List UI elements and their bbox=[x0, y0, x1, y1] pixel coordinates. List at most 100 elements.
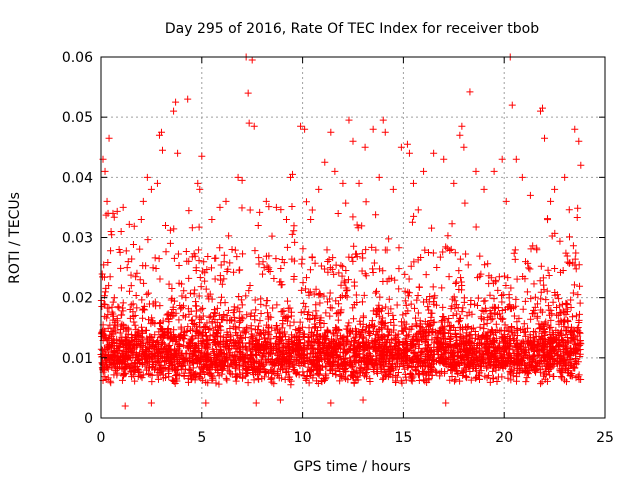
roti-point bbox=[488, 327, 496, 335]
roti-point bbox=[345, 116, 353, 124]
roti-point bbox=[314, 337, 322, 345]
roti-point bbox=[276, 365, 284, 373]
roti-point bbox=[378, 325, 386, 333]
roti-point bbox=[559, 355, 567, 363]
roti-point bbox=[492, 276, 500, 284]
roti-point bbox=[117, 227, 125, 235]
roti-point bbox=[508, 101, 516, 109]
roti-point bbox=[198, 340, 206, 348]
roti-point bbox=[486, 312, 494, 320]
roti-point bbox=[327, 128, 335, 136]
roti-point bbox=[168, 308, 176, 316]
roti-point bbox=[383, 277, 391, 285]
roti-point bbox=[185, 207, 193, 215]
roti-point bbox=[321, 340, 329, 348]
roti-point bbox=[219, 338, 227, 346]
roti-point bbox=[409, 342, 417, 350]
roti-point bbox=[375, 312, 383, 320]
roti-point bbox=[471, 300, 479, 308]
roti-point bbox=[486, 291, 494, 299]
roti-point bbox=[567, 304, 575, 312]
roti-point bbox=[311, 323, 319, 331]
roti-point bbox=[364, 338, 372, 346]
roti-point bbox=[268, 375, 276, 383]
roti-point bbox=[332, 371, 340, 379]
roti-point bbox=[342, 284, 350, 292]
roti-point bbox=[429, 283, 437, 291]
roti-point bbox=[513, 336, 521, 344]
roti-point bbox=[551, 185, 559, 193]
roti-point bbox=[248, 342, 256, 350]
roti-point bbox=[439, 333, 447, 341]
roti-point bbox=[457, 347, 465, 355]
roti-point bbox=[197, 283, 205, 291]
roti-point bbox=[525, 351, 533, 359]
roti-point bbox=[237, 349, 245, 357]
roti-point bbox=[502, 281, 510, 289]
roti-point bbox=[279, 317, 287, 325]
roti-point bbox=[527, 295, 535, 303]
roti-point bbox=[555, 318, 563, 326]
roti-point bbox=[202, 324, 210, 332]
roti-point bbox=[218, 358, 226, 366]
roti-point bbox=[107, 247, 115, 255]
roti-point bbox=[189, 364, 197, 372]
roti-point bbox=[136, 276, 144, 284]
roti-point bbox=[191, 252, 199, 260]
roti-point bbox=[330, 358, 338, 366]
roti-point bbox=[306, 288, 314, 296]
roti-point bbox=[189, 335, 197, 343]
roti-point bbox=[484, 363, 492, 371]
roti-point bbox=[505, 326, 513, 334]
roti-point bbox=[209, 373, 217, 381]
roti-point bbox=[127, 344, 135, 352]
roti-point bbox=[551, 264, 559, 272]
roti-point bbox=[269, 367, 277, 375]
roti-point bbox=[486, 378, 494, 386]
roti-point bbox=[225, 363, 233, 371]
roti-point bbox=[529, 334, 537, 342]
roti-point bbox=[576, 310, 584, 318]
roti-point bbox=[156, 353, 164, 361]
roti-point bbox=[527, 315, 535, 323]
roti-point bbox=[554, 351, 562, 359]
roti-point bbox=[228, 246, 236, 254]
roti-point bbox=[510, 366, 518, 374]
roti-point bbox=[172, 375, 180, 383]
roti-point bbox=[465, 308, 473, 316]
roti-point bbox=[522, 258, 530, 266]
roti-point bbox=[482, 307, 490, 315]
roti-point bbox=[144, 338, 152, 346]
roti-point bbox=[345, 319, 353, 327]
roti-point bbox=[202, 378, 210, 386]
roti-point bbox=[410, 258, 418, 266]
roti-point bbox=[493, 345, 501, 353]
roti-point bbox=[538, 362, 546, 370]
roti-point bbox=[479, 353, 487, 361]
roti-point bbox=[375, 301, 383, 309]
roti-point bbox=[156, 275, 164, 283]
roti-point bbox=[444, 356, 452, 364]
roti-point bbox=[310, 361, 318, 369]
roti-point bbox=[397, 143, 405, 151]
roti-point bbox=[211, 254, 219, 262]
roti-point bbox=[403, 140, 411, 148]
roti-point bbox=[158, 339, 166, 347]
roti-point bbox=[324, 328, 332, 336]
roti-point bbox=[333, 352, 341, 360]
roti-point bbox=[354, 347, 362, 355]
roti-point bbox=[376, 361, 384, 369]
roti-point bbox=[291, 348, 299, 356]
roti-point bbox=[101, 167, 109, 175]
roti-point bbox=[312, 301, 320, 309]
roti-point bbox=[419, 348, 427, 356]
roti-point bbox=[414, 292, 422, 300]
roti-point bbox=[202, 345, 210, 353]
roti-point bbox=[266, 267, 274, 275]
roti-point bbox=[445, 314, 453, 322]
roti-point bbox=[454, 318, 462, 326]
roti-point bbox=[449, 312, 457, 320]
roti-point bbox=[212, 379, 220, 387]
roti-point bbox=[512, 295, 520, 303]
roti-point bbox=[409, 355, 417, 363]
